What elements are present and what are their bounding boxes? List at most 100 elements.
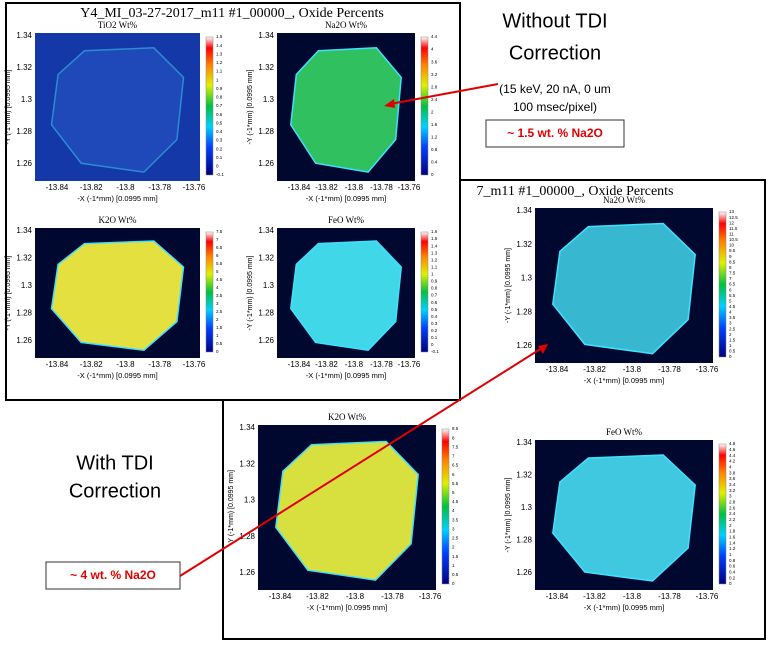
colorbar-tick-label: 1.2 (431, 135, 438, 140)
map-title: Na2O Wt% (603, 195, 646, 205)
map-title: FeO Wt% (606, 427, 643, 437)
annotation: Without TDI (502, 10, 607, 32)
colorbar-tick-label: 3 (729, 321, 732, 326)
colorbar-tick-label: 0.5 (452, 572, 459, 577)
colorbar-tick-label: -0.1 (431, 349, 439, 354)
colorbar-tick-label: 0.4 (431, 314, 438, 319)
colorbar-tick-label: 0.4 (216, 129, 223, 134)
colorbar-tick-label: 8.5 (452, 426, 459, 431)
x-tick-label: -13.82 (315, 183, 338, 192)
y-tick-label: 1.28 (16, 309, 32, 318)
y-tick-label: 1.32 (16, 254, 32, 263)
colorbar-tick-label: 0.1 (216, 155, 223, 160)
y-tick-label: 1.34 (258, 226, 274, 235)
x-tick-label: -13.84 (46, 183, 69, 192)
colorbar-tick-label: 1.2 (431, 257, 438, 262)
colorbar-tick-label: 3 (452, 526, 455, 531)
x-tick-label: -13.76 (696, 365, 719, 374)
colorbar-tick-label: 8 (452, 435, 455, 440)
y-tick-label: 1.26 (16, 336, 32, 345)
colorbar-tick-label: 0.2 (216, 146, 223, 151)
y-tick-label: 1.26 (516, 568, 532, 577)
y-tick-label: 1.28 (516, 307, 532, 316)
colorbar-tick-label: 3.5 (216, 293, 223, 298)
x-tick-label: -13.84 (288, 360, 311, 369)
x-axis-label: -X (-1*mm) [0.0995 mm] (306, 371, 386, 380)
colorbar-tick-label: 11.5 (729, 226, 738, 231)
colorbar-tick-label: 1 (216, 77, 219, 82)
x-axis-label: -X (-1*mm) [0.0995 mm] (77, 371, 157, 380)
colorbar (420, 231, 429, 353)
colorbar-tick-label: 4 (216, 285, 219, 290)
colorbar-tick-label: 1.2 (729, 546, 736, 551)
y-axis-label: -Y (-1*mm) [0.0995 mm] (5, 69, 12, 144)
colorbar-tick-label: 4.5 (216, 277, 223, 282)
y-tick-label: 1.34 (258, 31, 274, 40)
colorbar-tick-label: 1 (431, 272, 434, 277)
colorbar-tick-label: 10.5 (729, 237, 738, 242)
y-tick-label: 1.28 (258, 309, 274, 318)
colorbar-tick-label: 2 (452, 545, 455, 550)
x-tick-label: -13.8 (116, 360, 135, 369)
colorbar-tick-label: 0.5 (216, 120, 223, 125)
colorbar-tick-label: 0.9 (216, 86, 223, 91)
x-tick-label: -13.84 (269, 592, 292, 601)
colorbar-tick-label: 1.4 (431, 243, 438, 248)
colorbar-tick-label: 4.2 (729, 459, 736, 464)
map-title: TiO2 Wt% (98, 20, 138, 30)
colorbar-tick-label: 7 (452, 454, 455, 459)
colorbar-tick-label: 4 (729, 465, 732, 470)
map-title: K2O Wt% (98, 215, 137, 225)
x-tick-label: -13.78 (148, 183, 171, 192)
colorbar (718, 443, 727, 585)
colorbar-tick-label: 3.2 (729, 488, 736, 493)
colorbar-tick-label: 4.5 (452, 499, 459, 504)
colorbar-tick-label: 0.1 (431, 335, 438, 340)
x-tick-label: -13.78 (370, 183, 393, 192)
y-tick-label: 1.28 (516, 536, 532, 545)
colorbar (718, 211, 727, 358)
colorbar-tick-label: 1.4 (216, 43, 223, 48)
colorbar-tick-label: 1.5 (216, 34, 223, 39)
x-tick-label: -13.84 (288, 183, 311, 192)
annotation: 100 msec/pixel) (513, 100, 597, 114)
colorbar-tick-label: 0.7 (431, 293, 438, 298)
y-tick-label: 1.28 (239, 532, 255, 541)
colorbar-tick-label: -0.1 (216, 172, 224, 177)
colorbar-tick-label: 7.5 (216, 229, 223, 234)
y-tick-label: 1.26 (258, 159, 274, 168)
colorbar-tick-label: 2 (729, 332, 732, 337)
colorbar-tick-label: 2.5 (216, 309, 223, 314)
colorbar-tick-label: 0.5 (431, 307, 438, 312)
colorbar-tick-label: 1.5 (729, 337, 736, 342)
colorbar-tick-label: 0.4 (729, 570, 736, 575)
arrow-head (384, 99, 395, 108)
colorbar-tick-label: 3.6 (729, 476, 736, 481)
colorbar-tick-label: 0 (216, 349, 219, 354)
colorbar-tick-label: 0 (431, 172, 434, 177)
y-tick-label: 1.32 (16, 63, 32, 72)
y-axis-label: -Y (-1*mm) [0.0995 mm] (247, 69, 254, 144)
annotation: With TDI (76, 452, 153, 474)
colorbar-tick-label: 4 (452, 508, 455, 513)
colorbar-tick-label: 5 (729, 298, 732, 303)
colorbar-tick-label: 0 (729, 354, 732, 359)
y-tick-label: 1.3 (263, 95, 275, 104)
colorbar-tick-label: 7.5 (452, 444, 459, 449)
y-tick-label: 1.3 (521, 503, 533, 512)
colorbar-tick-label: 1.6 (729, 535, 736, 540)
y-tick-label: 1.28 (16, 127, 32, 136)
colorbar-tick-label: 0.8 (431, 286, 438, 291)
colorbar-tick-label: 5 (216, 269, 219, 274)
colorbar-tick-label: 1.1 (431, 264, 438, 269)
colorbar-tick-label: 4 (431, 47, 434, 52)
colorbar-tick-label: 7.5 (729, 271, 736, 276)
colorbar-tick-label: 1.3 (216, 51, 223, 56)
colorbar-tick-label: 7 (729, 276, 732, 281)
y-tick-label: 1.32 (258, 254, 274, 263)
y-tick-label: 1.34 (516, 438, 532, 447)
colorbar-tick-label: 0.6 (216, 112, 223, 117)
x-tick-label: -13.84 (546, 365, 569, 374)
colorbar-tick-label: 0.6 (431, 300, 438, 305)
colorbar-tick-label: 4.4 (729, 453, 736, 458)
